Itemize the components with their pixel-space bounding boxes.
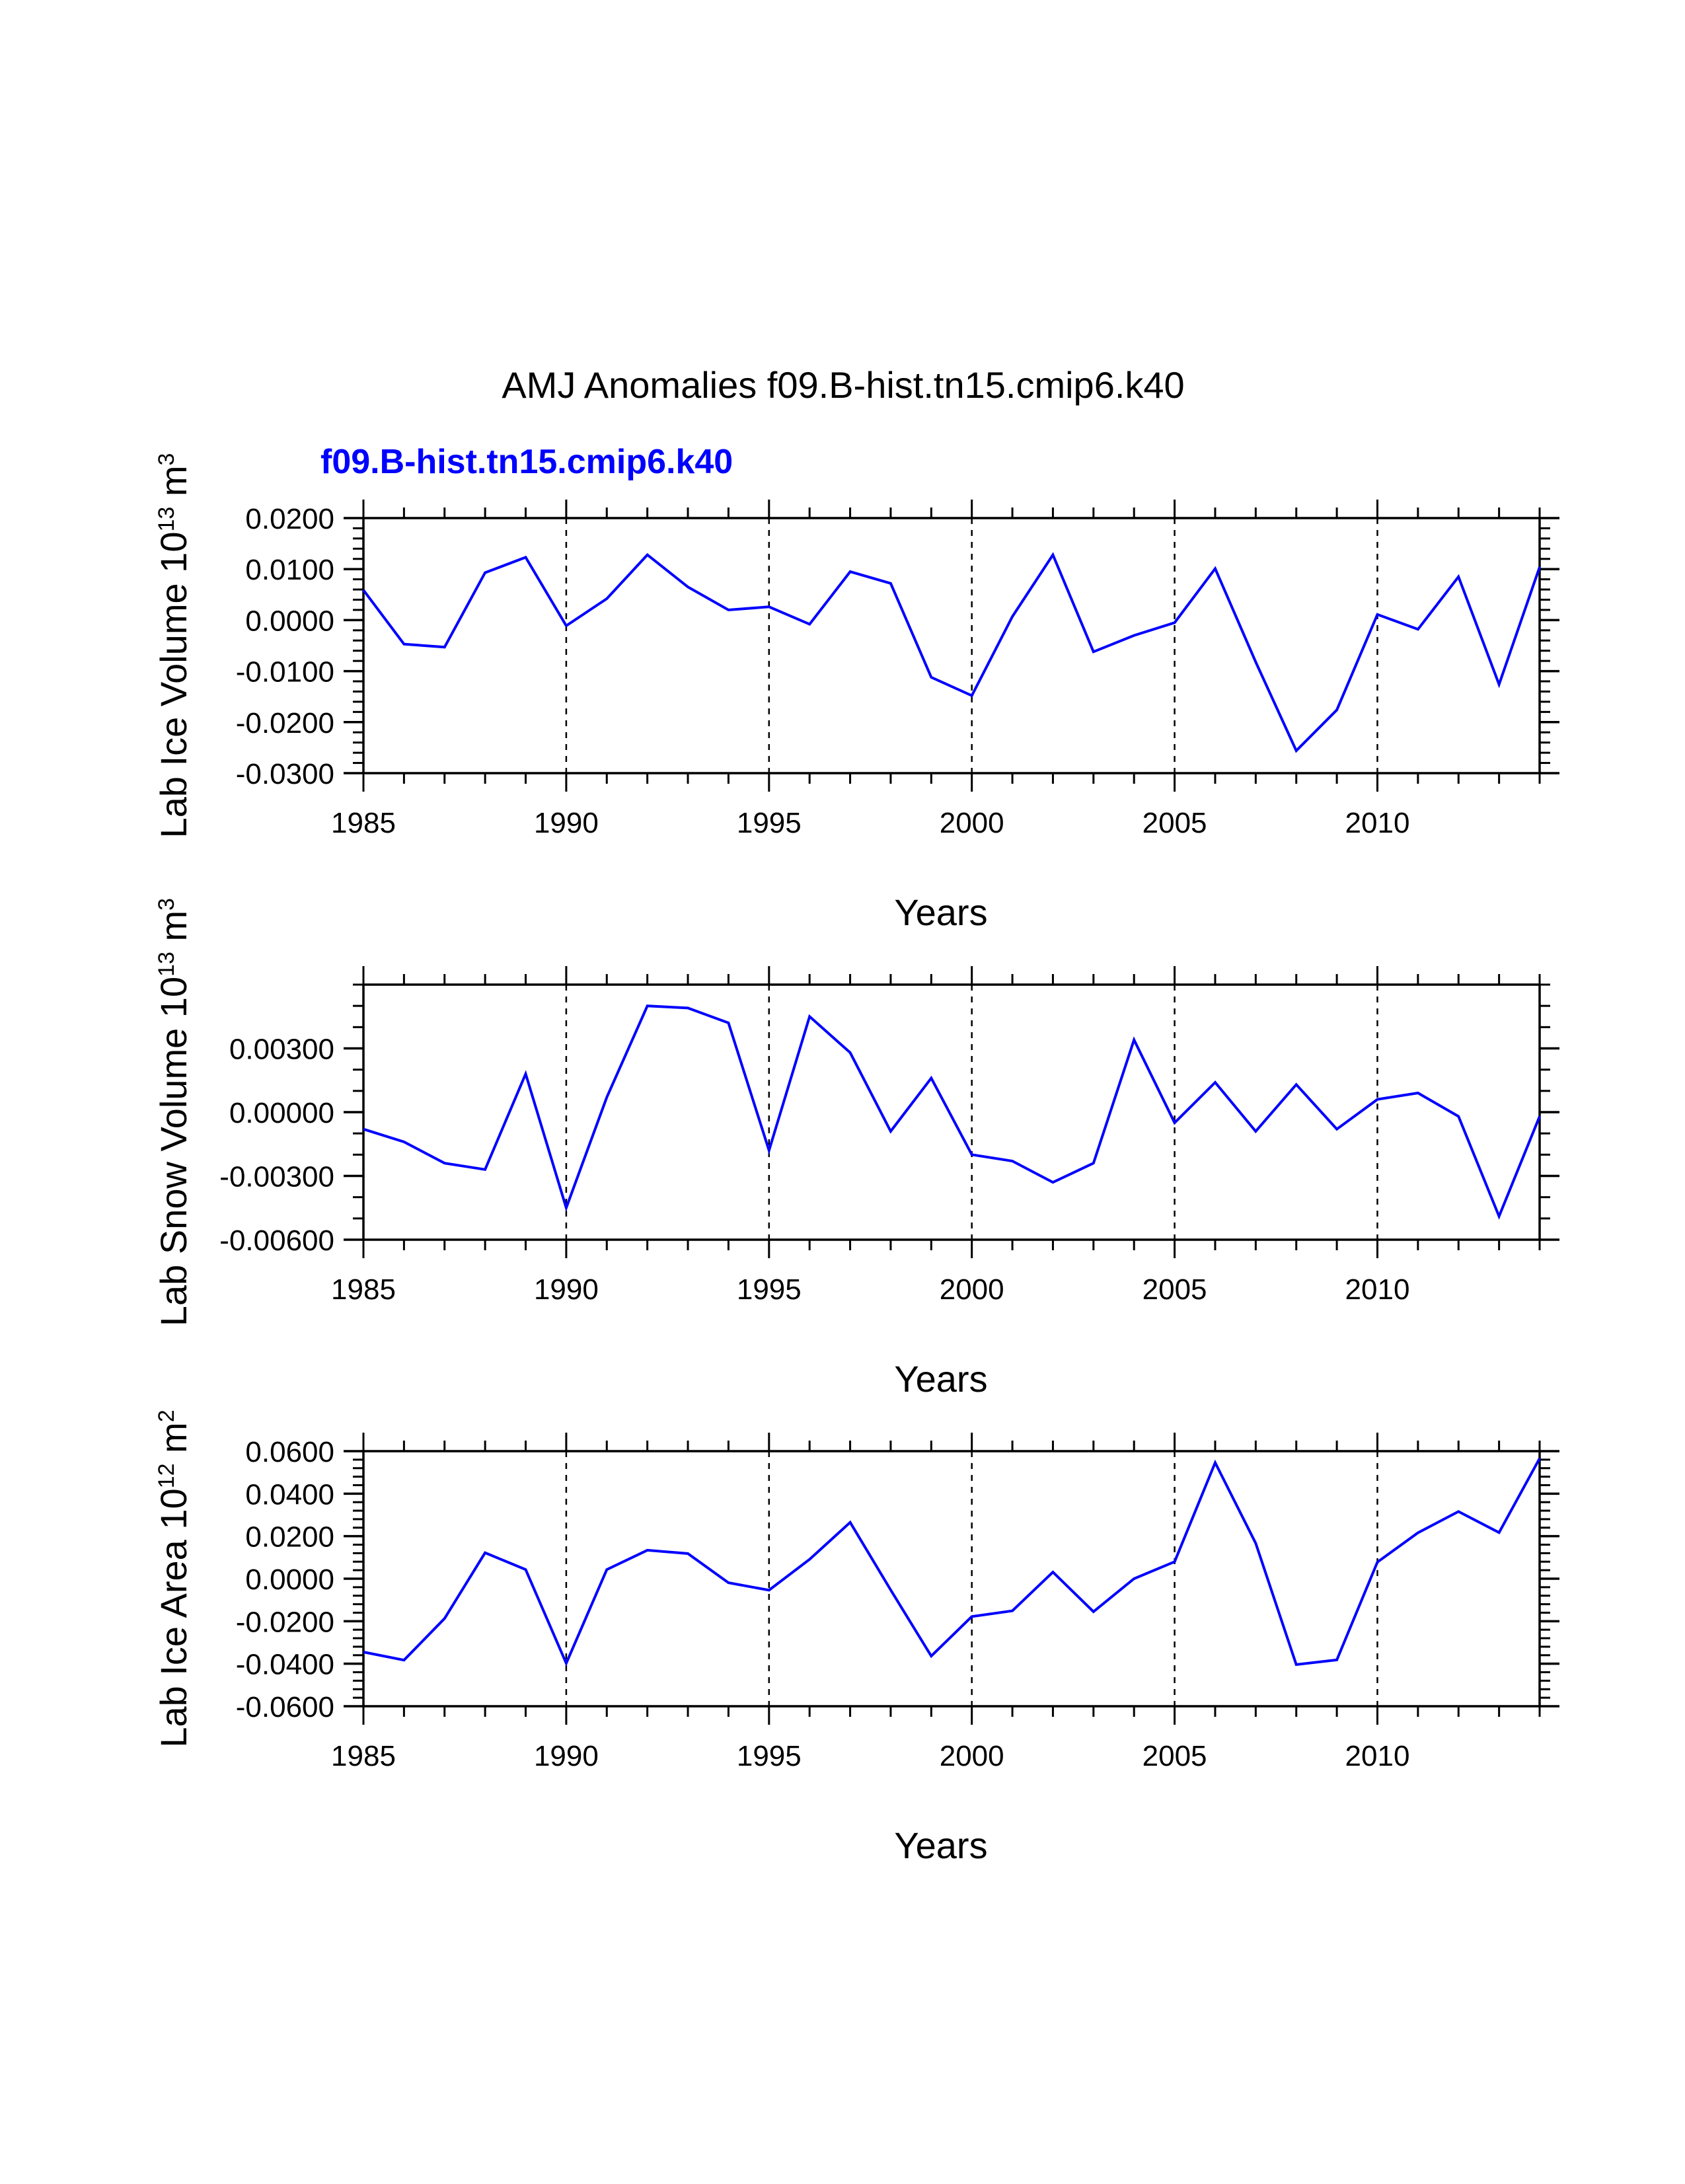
panels: -0.0300 -0.0200 -0.0100 0.0000 0.0100 0.0200 1… [153, 453, 1559, 1866]
y-tick-label: 0.0000 [245, 1563, 334, 1596]
y-axis-label: Lab Ice Volume 1013 m3 [153, 453, 194, 839]
y-tick-label: -0.0400 [236, 1649, 334, 1681]
y-axis-label: Lab Snow Volume 1013 m3 [153, 898, 194, 1326]
y-tick-label: -0.0200 [236, 1606, 334, 1638]
figure-title: AMJ Anomalies f09.B-hist.tn15.cmip6.k40 [502, 364, 1184, 406]
plot-frame [362, 517, 1541, 774]
y-tick-label: 0.00300 [229, 1034, 334, 1066]
x-tick-label: 2010 [1345, 1273, 1410, 1306]
x-tick-label: 2000 [940, 1273, 1004, 1306]
x-tick-label: 2005 [1142, 1273, 1207, 1306]
y-tick-label: -0.00600 [219, 1224, 334, 1257]
x-tick-label: 1990 [534, 1273, 599, 1306]
x-tick-label: 1985 [331, 1740, 396, 1772]
panel-ice-volume: -0.0300 -0.0200 -0.0100 0.0000 0.0100 0.0200 1… [153, 453, 1559, 933]
y-tick-label: -0.0600 [236, 1691, 334, 1723]
series-line [362, 552, 1541, 753]
legend-label: f09.B-hist.tn15.cmip6.k40 [320, 443, 733, 481]
x-tick-label: 1985 [331, 1273, 396, 1306]
x-tick-label: 2010 [1345, 1740, 1410, 1772]
x-tick-label: 2005 [1142, 1740, 1207, 1772]
y-tick-label: 0.0600 [245, 1436, 334, 1468]
x-tick-label: 1995 [737, 1740, 802, 1772]
y-axis-label: Lab Ice Area 1012 m2 [153, 1410, 194, 1747]
y-tick-label: -0.0100 [236, 656, 334, 689]
panel-ice-area: -0.0600 -0.0400 -0.0200 0.0000 0.0200 0.0400 0… [153, 1410, 1559, 1866]
y-tick-label: 0.00000 [229, 1097, 334, 1129]
y-tick-label: -0.0300 [236, 758, 334, 790]
y-tick-label: 0.0200 [245, 1521, 334, 1554]
x-tick-label: 2010 [1345, 807, 1410, 839]
x-tick-label: 2000 [940, 807, 1004, 839]
plot-frame [362, 1450, 1541, 1708]
x-tick-label: 2000 [940, 1740, 1004, 1772]
series-line [363, 1457, 1541, 1667]
plot-frame [362, 983, 1541, 1241]
x-tick-label: 1985 [331, 807, 396, 839]
y-tick-label: 0.0200 [245, 503, 334, 535]
x-axis-label: Years [894, 1358, 987, 1400]
panel-snow-volume: -0.00600 -0.00300 0.00000 0.00300 1985 1990 19… [153, 898, 1559, 1400]
x-tick-label: 1990 [534, 807, 599, 839]
y-tick-label: -0.00300 [219, 1161, 334, 1193]
x-tick-label: 1990 [534, 1740, 599, 1772]
x-tick-label: 1995 [737, 807, 802, 839]
x-tick-label: 1995 [737, 1273, 802, 1306]
series-line [363, 1004, 1541, 1220]
y-tick-label: 0.0400 [245, 1478, 334, 1511]
x-axis-label: Years [894, 891, 987, 933]
x-tick-label: 2005 [1142, 807, 1207, 839]
y-tick-label: 0.0000 [245, 605, 334, 637]
y-tick-label: 0.0100 [245, 554, 334, 586]
x-axis-label: Years [894, 1825, 987, 1866]
y-tick-label: -0.0200 [236, 707, 334, 739]
